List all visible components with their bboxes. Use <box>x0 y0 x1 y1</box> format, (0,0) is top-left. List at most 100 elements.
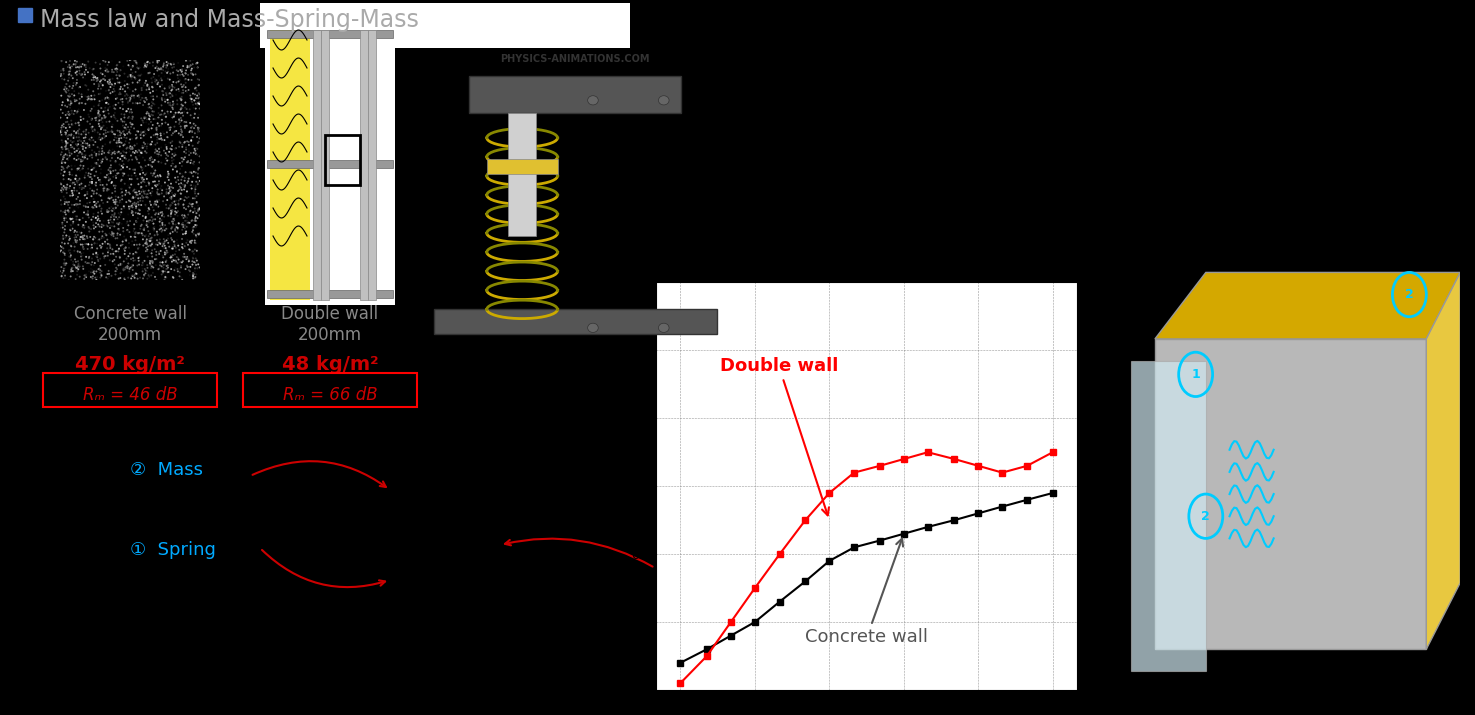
Point <box>181 102 205 114</box>
Point <box>118 128 142 139</box>
Point <box>78 111 102 122</box>
Point <box>176 235 199 246</box>
Point <box>102 100 125 112</box>
Point <box>186 124 209 136</box>
Point <box>80 267 103 278</box>
Point <box>180 230 204 242</box>
Point <box>100 217 124 228</box>
Point <box>186 188 209 199</box>
Point <box>112 68 136 79</box>
Point <box>88 59 112 70</box>
Point <box>72 230 96 242</box>
Point <box>186 74 209 85</box>
Point <box>131 192 155 203</box>
Point <box>137 217 161 228</box>
Point <box>80 223 103 235</box>
Point <box>149 132 173 144</box>
Point <box>156 237 180 249</box>
Circle shape <box>587 96 599 105</box>
Double wall <box>895 455 913 463</box>
Point <box>149 183 173 194</box>
Point <box>180 246 204 257</box>
Point <box>128 208 152 220</box>
Point <box>146 77 170 88</box>
Point <box>90 74 114 86</box>
Point <box>131 175 155 187</box>
Double wall <box>771 550 789 558</box>
Point <box>86 196 109 207</box>
Point <box>60 178 84 189</box>
Point <box>134 230 158 241</box>
Point <box>150 74 174 86</box>
Point <box>74 202 97 213</box>
Point <box>115 89 139 100</box>
Point <box>171 179 195 190</box>
Point <box>103 157 127 168</box>
Point <box>96 59 119 71</box>
Point <box>149 214 173 226</box>
Point <box>153 274 177 285</box>
Point <box>99 165 122 177</box>
Point <box>55 122 78 134</box>
Point <box>131 210 155 222</box>
Point <box>65 211 88 222</box>
Point <box>183 262 207 274</box>
Point <box>133 270 156 281</box>
Point <box>105 69 128 81</box>
Point <box>74 167 97 178</box>
Point <box>58 199 81 210</box>
Point <box>112 80 136 92</box>
Point <box>137 271 161 282</box>
Point <box>164 172 187 184</box>
Point <box>112 213 136 225</box>
Point <box>60 124 84 136</box>
Point <box>94 154 118 165</box>
Point <box>119 240 143 251</box>
Point <box>178 55 202 66</box>
Point <box>165 167 189 178</box>
Point <box>170 184 193 196</box>
Point <box>183 156 207 167</box>
Point <box>176 61 199 73</box>
Point <box>66 125 90 137</box>
Point <box>153 117 177 129</box>
Point <box>87 174 111 186</box>
Point <box>155 263 178 275</box>
Point <box>170 103 193 114</box>
Point <box>146 187 170 198</box>
Point <box>96 78 119 89</box>
Point <box>97 79 121 90</box>
Point <box>90 148 114 159</box>
Point <box>171 199 195 211</box>
Point <box>146 129 170 140</box>
Point <box>100 119 124 130</box>
Point <box>130 190 153 202</box>
Point <box>153 256 177 267</box>
Point <box>71 152 94 163</box>
Point <box>168 157 192 169</box>
Point <box>181 69 205 81</box>
Point <box>155 260 178 272</box>
Point <box>181 159 205 170</box>
Point <box>50 187 74 198</box>
Point <box>59 91 83 102</box>
Point <box>65 269 88 280</box>
Point <box>108 146 131 157</box>
Point <box>63 173 87 184</box>
Point <box>90 102 114 114</box>
Point <box>158 192 181 204</box>
Point <box>111 150 134 162</box>
Point <box>121 192 145 204</box>
Point <box>80 114 103 126</box>
Point <box>66 257 90 268</box>
Point <box>178 93 202 104</box>
Point <box>115 261 139 272</box>
Point <box>170 115 193 127</box>
Point <box>71 59 94 70</box>
Point <box>112 116 136 127</box>
Point <box>88 215 112 227</box>
Point <box>55 106 78 117</box>
Point <box>152 109 176 120</box>
Point <box>183 112 207 124</box>
Point <box>148 74 171 86</box>
